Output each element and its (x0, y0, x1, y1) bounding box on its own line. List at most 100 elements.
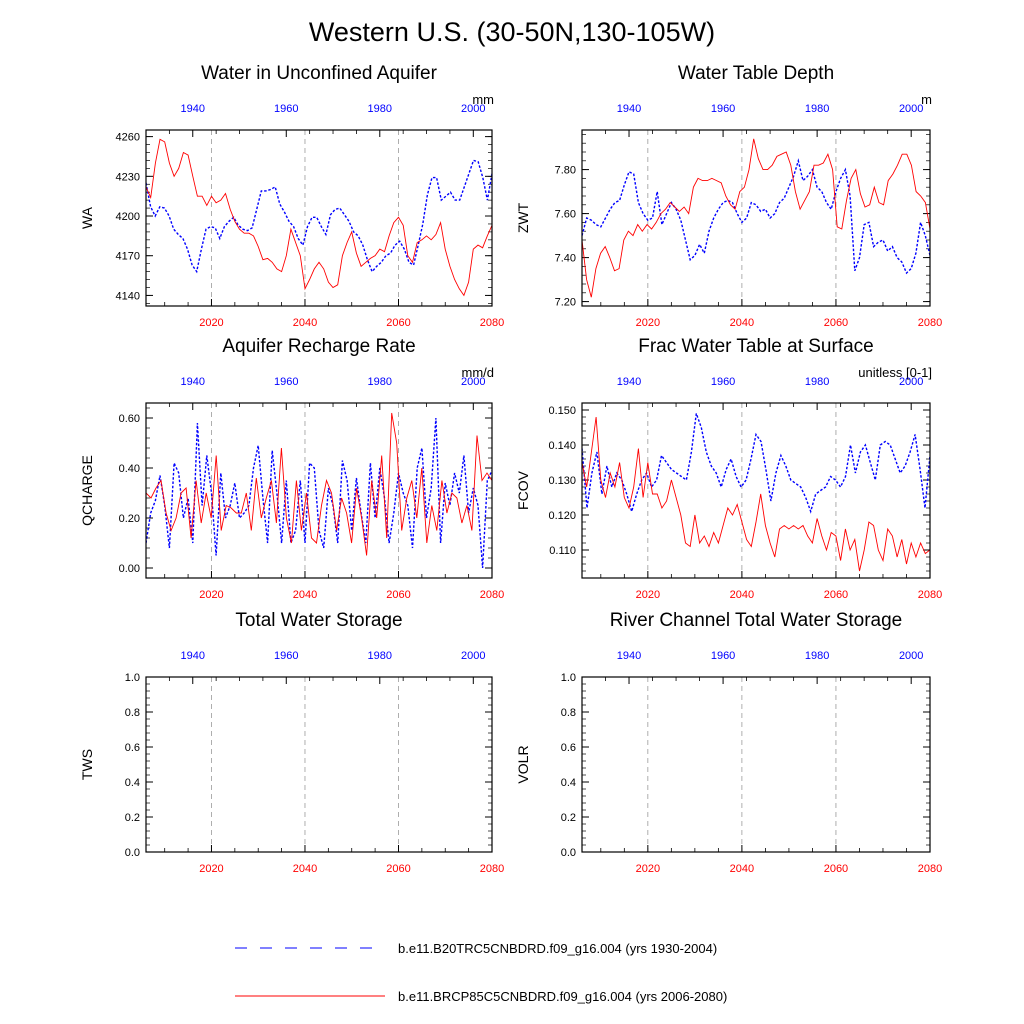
y-tick-label: 7.60 (555, 209, 576, 221)
x-tick-label-bottom: 2040 (293, 863, 317, 875)
x-tick-label-top: 1940 (617, 103, 641, 115)
x-tick-label-bottom: 2020 (636, 863, 660, 875)
x-tick-label-bottom: 2020 (636, 317, 660, 329)
y-tick-label: 7.80 (555, 165, 576, 177)
y-tick-label: 0.130 (548, 475, 576, 487)
panel-title: River Channel Total Water Storage (610, 610, 903, 631)
series-line-future (582, 416, 930, 572)
panel-1: Water in Unconfined Aquifer mm WA 2020 2040 2… (79, 63, 504, 329)
x-tick-label-bottom: 2060 (824, 863, 848, 875)
units-label: mm/d (462, 365, 495, 380)
y-tick-label: 0.2 (561, 812, 576, 824)
x-tick-label-bottom: 2040 (730, 317, 754, 329)
x-tick-label-bottom: 2060 (386, 317, 410, 329)
units-label: unitless [0-1] (858, 365, 932, 380)
y-tick-label: 7.20 (555, 297, 576, 309)
y-tick-label: 0.60 (119, 413, 140, 425)
x-tick-label-bottom: 2080 (918, 317, 942, 329)
panel-2: Water Table Depth m ZWT 2020 2040 2060 2080 194… (515, 63, 942, 329)
plot-frame (145, 129, 493, 307)
plot-frame (581, 676, 931, 853)
y-tick-label: 0.0 (125, 847, 140, 859)
y-tick-label: 4260 (116, 132, 140, 144)
x-tick-label-top: 1980 (805, 650, 829, 662)
x-tick-label-top: 1980 (368, 650, 392, 662)
y-tick-label: 4140 (116, 290, 140, 302)
x-tick-label-top: 1960 (274, 103, 298, 115)
y-tick-label: 0.140 (548, 440, 576, 452)
plot-frame (145, 402, 493, 579)
x-tick-label-bottom: 2020 (199, 863, 223, 875)
x-tick-label-top: 1940 (181, 376, 205, 388)
series-line-future (146, 138, 492, 297)
x-tick-label-top: 1960 (274, 376, 298, 388)
y-tick-label: 0.150 (548, 405, 576, 417)
x-tick-label-top: 1940 (617, 376, 641, 388)
y-tick-label: 4200 (116, 211, 140, 223)
panel-3: Aquifer Recharge Rate mm/d QCHARGE 2020 2040… (79, 336, 504, 601)
x-tick-label-bottom: 2020 (199, 317, 223, 329)
series-line-future (146, 412, 492, 556)
panel-4: Frac Water Table at Surface unitless [0-1… (515, 336, 942, 601)
panel-title: Frac Water Table at Surface (638, 336, 874, 357)
x-tick-label-top: 1960 (711, 376, 735, 388)
x-tick-label-bottom: 2060 (386, 863, 410, 875)
x-tick-label-top: 1960 (711, 650, 735, 662)
x-tick-label-bottom: 2040 (730, 589, 754, 601)
x-tick-label-bottom: 2080 (480, 863, 504, 875)
x-tick-label-bottom: 2040 (293, 589, 317, 601)
y-tick-label: 0.8 (561, 707, 576, 719)
y-axis-label: QCHARGE (79, 455, 95, 526)
panel-title: Aquifer Recharge Rate (222, 336, 415, 357)
y-axis-label: TWS (79, 749, 95, 780)
series-line-historical (582, 413, 930, 515)
y-tick-label: 1.0 (125, 672, 140, 684)
y-tick-label: 0.6 (561, 742, 576, 754)
y-tick-label: 0.20 (119, 513, 140, 525)
x-tick-label-top: 1980 (368, 376, 392, 388)
y-tick-label: 0.4 (125, 777, 140, 789)
x-tick-label-top: 1980 (368, 103, 392, 115)
plot-frame (581, 129, 931, 307)
y-tick-label: 0.0 (561, 847, 576, 859)
x-tick-label-bottom: 2080 (918, 589, 942, 601)
series-line-historical (146, 417, 492, 569)
x-tick-label-bottom: 2060 (386, 589, 410, 601)
x-tick-label-top: 1940 (181, 650, 205, 662)
panel-5: Total Water Storage TWS 2020 2040 2060 2080 19… (79, 610, 504, 875)
x-tick-label-bottom: 2040 (293, 317, 317, 329)
x-tick-label-bottom: 2060 (824, 317, 848, 329)
x-tick-label-top: 2000 (899, 650, 923, 662)
y-axis-label: WA (79, 206, 95, 229)
y-tick-label: 7.40 (555, 253, 576, 265)
x-tick-label-bottom: 2040 (730, 863, 754, 875)
panel-title: Water Table Depth (678, 63, 834, 84)
y-tick-label: 0.2 (125, 812, 140, 824)
panels: Water in Unconfined Aquifer mm WA 2020 2040 2… (79, 63, 942, 875)
x-tick-label-bottom: 2020 (636, 589, 660, 601)
y-tick-label: 0.40 (119, 463, 140, 475)
units-label: m (921, 92, 932, 107)
plot-frame (145, 676, 493, 853)
y-tick-label: 0.6 (125, 742, 140, 754)
x-tick-label-top: 1940 (617, 650, 641, 662)
units-label: mm (472, 92, 494, 107)
x-tick-label-top: 2000 (899, 103, 923, 115)
x-tick-label-top: 1960 (711, 103, 735, 115)
x-tick-label-top: 1980 (805, 103, 829, 115)
legend: b.e11.B20TRC5CNBDRD.f09_g16.004 (yrs 193… (235, 941, 727, 1004)
panel-title: Water in Unconfined Aquifer (201, 63, 438, 84)
y-tick-label: 1.0 (561, 672, 576, 684)
panel-6: River Channel Total Water Storage VOLR 202… (515, 610, 942, 875)
legend-label-2: b.e11.BRCP85C5CNBDRD.f09_g16.004 (yrs 20… (398, 989, 727, 1004)
y-tick-label: 4230 (116, 171, 140, 183)
legend-label-1: b.e11.B20TRC5CNBDRD.f09_g16.004 (yrs 193… (398, 941, 717, 956)
y-tick-label: 0.00 (119, 563, 140, 575)
x-tick-label-top: 1940 (181, 103, 205, 115)
x-tick-label-bottom: 2080 (480, 317, 504, 329)
x-tick-label-bottom: 2080 (480, 589, 504, 601)
y-tick-label: 0.120 (548, 510, 576, 522)
y-tick-label: 0.110 (549, 545, 576, 557)
x-tick-label-top: 1960 (274, 650, 298, 662)
